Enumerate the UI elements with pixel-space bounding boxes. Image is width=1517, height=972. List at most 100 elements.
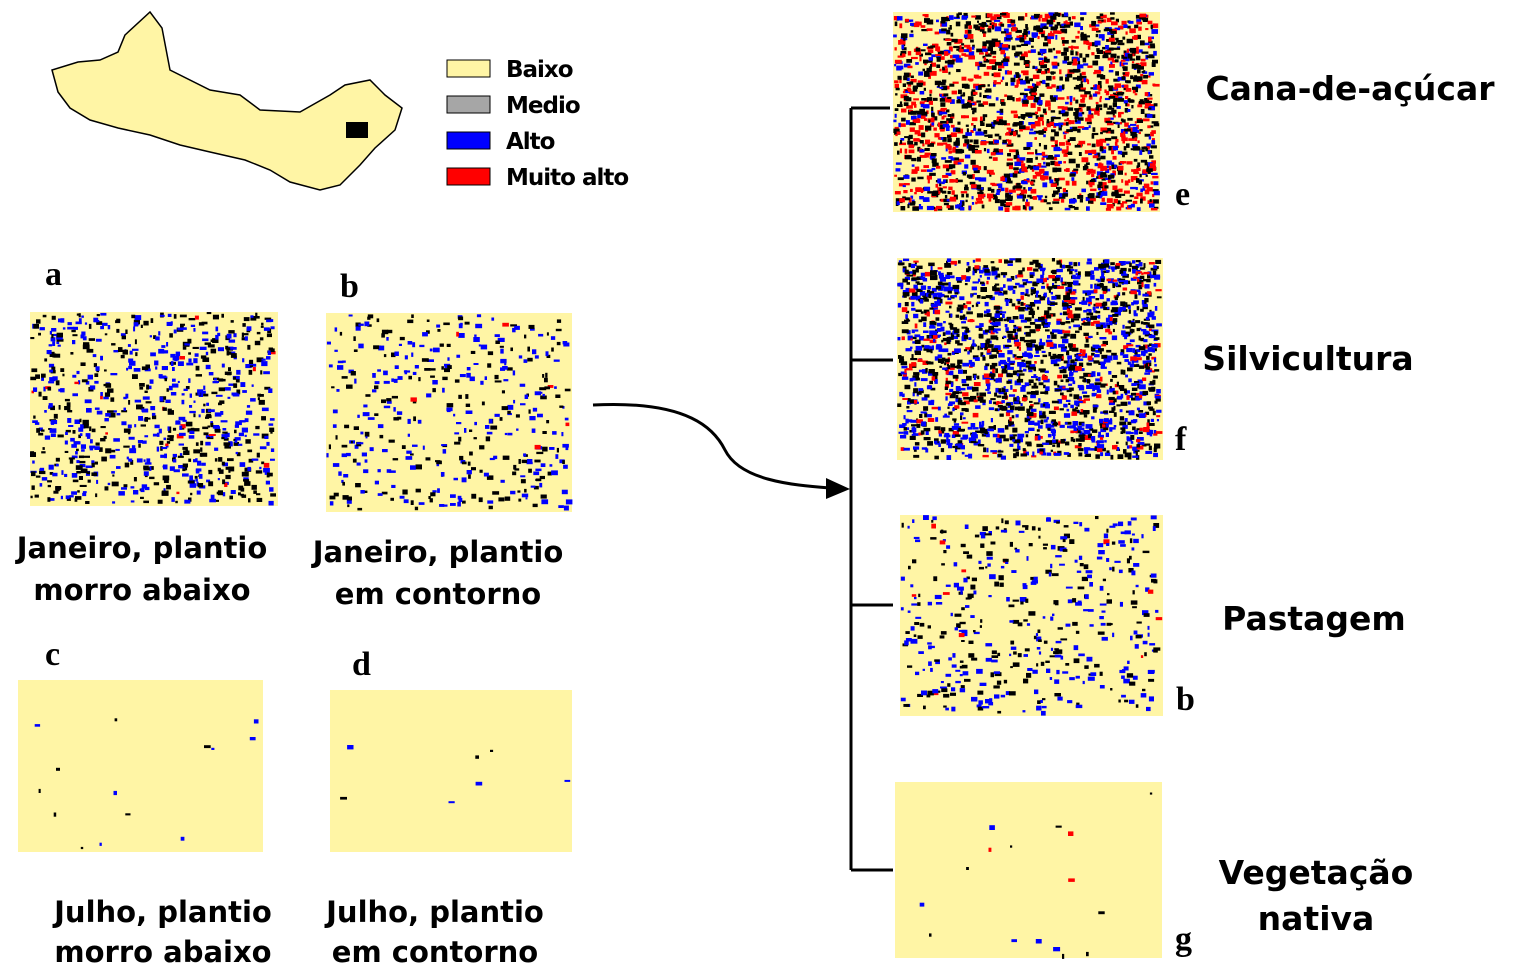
map-speck (1001, 31, 1006, 33)
map-speck (908, 51, 911, 55)
map-speck (942, 116, 945, 119)
map-speck (382, 330, 388, 335)
map-speck (336, 435, 338, 439)
map-speck (1127, 26, 1130, 29)
map-speck (905, 155, 912, 159)
map-speck (958, 180, 963, 183)
map-speck (1111, 54, 1117, 56)
map-speck (1115, 38, 1119, 41)
map-speck (940, 102, 945, 107)
map-speck (1102, 191, 1107, 196)
map-speck (330, 496, 336, 500)
map-speck (927, 441, 933, 446)
map-speck (901, 361, 908, 365)
map-speck (408, 341, 413, 345)
map-speck (1104, 418, 1109, 422)
map-speck (1028, 428, 1034, 431)
map-speck (87, 471, 90, 474)
map-speck (550, 464, 553, 467)
map-speck (910, 189, 913, 192)
map-speck (66, 495, 70, 499)
map-speck (944, 51, 948, 56)
map-speck (1057, 286, 1064, 289)
map-speck (1015, 38, 1019, 41)
map-speck (1110, 180, 1115, 183)
map-speck (357, 463, 361, 466)
map-speck (921, 133, 925, 138)
map-speck (383, 371, 388, 376)
map-speck (1132, 269, 1136, 274)
map-speck (1007, 95, 1013, 100)
map-speck (930, 45, 935, 47)
map-speck (51, 433, 56, 437)
map-speck (1038, 36, 1040, 39)
map-speck (356, 326, 361, 330)
map-speck (1123, 288, 1128, 291)
map-speck (985, 389, 989, 391)
map-speck (970, 319, 973, 322)
map-speck (133, 490, 138, 495)
map-speck (330, 501, 334, 505)
map-speck (167, 388, 169, 392)
map-speck (1079, 53, 1082, 58)
map-speck (184, 389, 188, 391)
map-speck (195, 476, 198, 479)
map-speck (1135, 93, 1138, 95)
map-speck (71, 491, 77, 495)
map-speck (110, 397, 114, 401)
map-speck (997, 401, 999, 404)
map-speck (1110, 418, 1112, 420)
map-speck (982, 41, 986, 46)
map-speck (1039, 18, 1041, 22)
map-speck (1126, 143, 1130, 148)
map-speck (1148, 151, 1151, 155)
map-speck (72, 334, 77, 336)
panel-caption: em contorno (335, 577, 541, 611)
map-speck (1101, 384, 1107, 386)
map-speck (1008, 286, 1014, 290)
map-speck (1100, 202, 1106, 205)
map-speck (423, 446, 425, 450)
map-speck (1054, 56, 1058, 59)
map-speck (1132, 260, 1135, 263)
map-speck (971, 123, 974, 126)
map-speck (112, 475, 114, 477)
map-speck (1067, 74, 1073, 78)
map-speck (1109, 70, 1114, 73)
map-speck (894, 142, 898, 146)
map-speck (896, 162, 902, 164)
map-speck (905, 149, 908, 154)
map-speck (189, 411, 196, 413)
map-speck (67, 418, 71, 423)
map-speck (1025, 442, 1031, 445)
map-speck (1133, 201, 1138, 204)
map-speck (905, 419, 908, 424)
map-speck (111, 471, 115, 474)
map-speck (1058, 329, 1060, 334)
map-speck (411, 397, 417, 401)
map-speck (927, 206, 934, 210)
map-speck (151, 318, 154, 323)
map-speck (1088, 304, 1090, 306)
map-speck (527, 358, 532, 362)
map-speck (333, 424, 337, 428)
map-speck (1030, 181, 1034, 184)
map-speck (564, 506, 569, 511)
map-speck (1154, 191, 1160, 196)
map-speck (1113, 355, 1118, 360)
map-speck (903, 292, 910, 296)
map-speck (1106, 433, 1109, 437)
map-speck (164, 438, 167, 441)
map-speck (1136, 56, 1140, 61)
map-speck (1101, 278, 1105, 282)
map-speck (996, 153, 1003, 155)
map-speck (956, 22, 961, 27)
map-speck (344, 425, 349, 429)
map-speck (228, 469, 230, 473)
map-speck (1034, 402, 1040, 404)
map-speck (1049, 207, 1053, 210)
map-speck (1015, 283, 1020, 286)
map-speck (910, 358, 917, 360)
map-speck (205, 417, 209, 419)
map-speck (193, 328, 195, 332)
